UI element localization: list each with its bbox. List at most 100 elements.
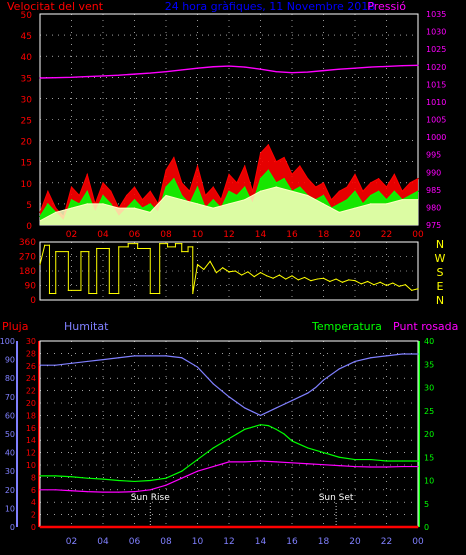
temperature-tick-label: 25 [424, 407, 434, 416]
speed-point [385, 199, 388, 201]
left-tick-label: 0 [30, 296, 36, 306]
x-tick-label: 18 [318, 230, 330, 240]
average-point [307, 194, 309, 197]
direction-point [259, 272, 262, 274]
average-point [338, 211, 340, 213]
direction-point [417, 288, 419, 290]
average-point [291, 190, 293, 192]
temperature-point [283, 433, 285, 435]
direction-point [222, 267, 224, 269]
direction-point [96, 247, 98, 250]
x-tick-label: 08 [160, 230, 172, 240]
temperature-tick-label: 15 [424, 453, 434, 462]
rain-tick-label: 24 [26, 374, 36, 383]
speed-point [110, 203, 112, 205]
speed-point [378, 190, 380, 192]
direction-point [137, 243, 139, 245]
rain-tick-label: 6 [31, 486, 36, 495]
x-tick-label: 20 [349, 230, 361, 240]
right-tick-label: 1015 [426, 80, 446, 89]
humidity-point [70, 362, 73, 364]
average-point [70, 207, 73, 209]
dewpoint-point [244, 461, 246, 463]
direction-point [196, 263, 199, 266]
gust-point [110, 190, 112, 192]
gust-point [409, 182, 411, 184]
speed-point [283, 177, 285, 180]
gust-point [267, 144, 269, 146]
humidity-point [86, 360, 88, 363]
humidity-point [118, 357, 120, 359]
average-point [55, 211, 57, 213]
direction-point [137, 247, 139, 250]
direction-point [411, 289, 413, 291]
temperature-tick-label: 0 [424, 523, 429, 532]
direction-point [127, 246, 129, 248]
gust-point [212, 186, 214, 188]
humidity-point [267, 411, 269, 413]
pressure-point [118, 74, 120, 76]
average-point [196, 203, 199, 205]
direction-point [55, 292, 57, 295]
average-point [259, 190, 262, 192]
x-tick-label: 04 [97, 537, 109, 547]
average-point [118, 207, 120, 209]
direction-point [187, 251, 189, 253]
compass-label: W [435, 252, 446, 265]
speed-point [149, 203, 151, 205]
pressure-point [196, 67, 199, 69]
direction-point [247, 271, 249, 273]
left-tick-label: 180 [19, 267, 36, 277]
rain-tick-label: 14 [26, 436, 36, 445]
average-point [244, 199, 246, 201]
pressure-point [228, 65, 230, 67]
gust-point [55, 207, 57, 209]
dewpoint-point [291, 462, 293, 464]
humidity-point [236, 401, 238, 403]
right-tick-label: 995 [426, 151, 441, 160]
sun-marker-label: Sun Set [319, 493, 354, 503]
gust-point [299, 165, 301, 167]
rain-tick-label: 12 [26, 449, 36, 458]
pressure-point [338, 68, 340, 70]
temperature-point [417, 460, 419, 462]
gust-point [354, 173, 356, 175]
gust-point [393, 173, 395, 175]
average-point [212, 207, 214, 209]
humidity-tick-label: 80 [5, 374, 15, 383]
temperature-point [259, 424, 262, 426]
dewpoint-point [417, 465, 419, 468]
x-tick-label: 02 [66, 230, 77, 240]
humidity-point [385, 355, 388, 357]
humidity-point [244, 407, 246, 409]
rain-point [39, 526, 41, 528]
dewpoint-point [102, 491, 104, 493]
direction-point [118, 246, 120, 248]
rain-tick-label: 8 [31, 473, 36, 482]
temperature-point [212, 447, 214, 449]
direction-line [39, 243, 419, 295]
dewpoint-point [165, 484, 167, 486]
pressure-point [385, 65, 388, 67]
left-tick-label: 35 [21, 74, 32, 84]
speed-point [354, 190, 356, 192]
speed-point [78, 203, 80, 205]
temperature-tick-label: 30 [424, 384, 434, 393]
temperature-point [196, 458, 199, 461]
gust-point [165, 169, 167, 171]
pressure-point [133, 73, 136, 75]
speed-point [236, 194, 238, 197]
pressure-point [259, 68, 262, 70]
direction-point [329, 280, 331, 283]
x-tick-label: 00 [412, 230, 424, 240]
right-tick-label: 1030 [426, 28, 446, 37]
dewpoint-point [385, 466, 388, 468]
humidity-point [252, 411, 254, 413]
gust-point [275, 161, 277, 163]
direction-point [316, 278, 318, 280]
direction-point [166, 246, 169, 248]
temperature-point [370, 458, 372, 461]
rain-tick-label: 0 [31, 523, 36, 532]
gust-point [322, 182, 325, 184]
speed-point [70, 199, 73, 201]
